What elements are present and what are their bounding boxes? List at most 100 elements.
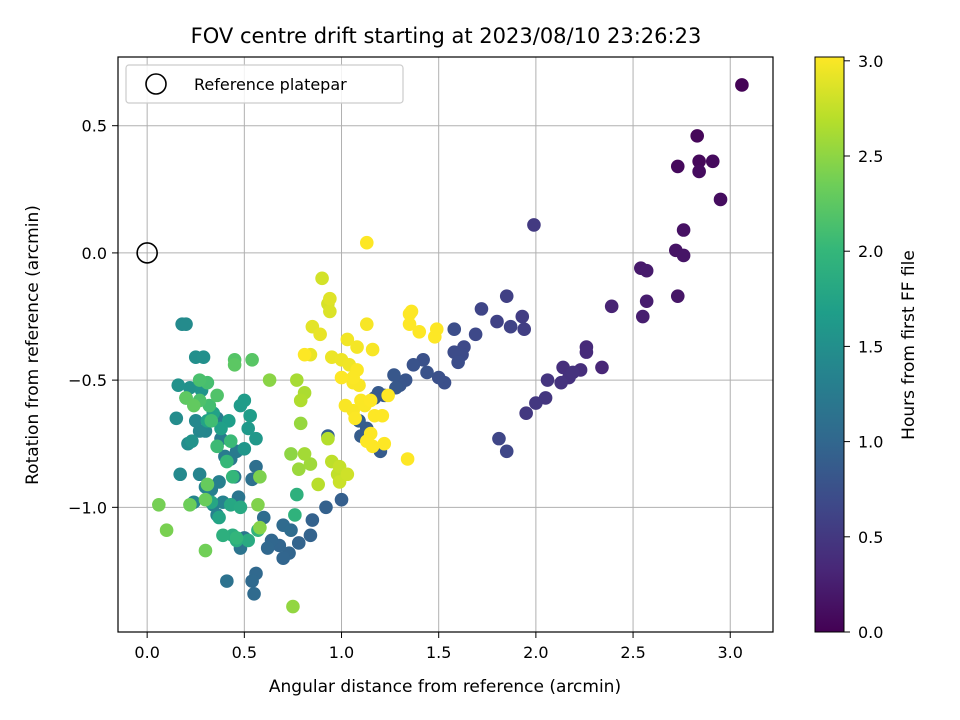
data-point: [305, 513, 320, 527]
data-point: [334, 370, 349, 385]
data-point: [354, 393, 368, 408]
data-point: [566, 365, 580, 380]
data-point: [237, 442, 252, 456]
data-point: [346, 370, 360, 385]
data-points: [152, 78, 749, 614]
data-point: [284, 523, 298, 538]
colorbar-tick-label: 2.0: [858, 242, 883, 261]
data-point: [223, 434, 238, 448]
data-point: [676, 248, 691, 263]
data-point: [639, 294, 654, 309]
data-point: [276, 551, 291, 566]
data-point: [540, 373, 555, 387]
data-point: [340, 467, 355, 482]
data-point: [196, 350, 211, 365]
y-axis-label: Rotation from reference (arcmin): [23, 205, 43, 485]
data-point: [198, 492, 213, 507]
plot-area-frame: [117, 56, 774, 633]
data-point: [692, 164, 706, 179]
x-tick-label: 2.5: [620, 643, 645, 662]
data-point: [260, 541, 275, 555]
colorbar-label: Hours from first FF file: [899, 250, 919, 440]
data-point: [212, 510, 226, 525]
data-point: [515, 309, 530, 324]
data-point: [187, 398, 201, 413]
data-point: [198, 543, 213, 558]
colorbar-tick-label: 1.0: [858, 433, 883, 452]
data-point: [319, 500, 333, 515]
grid-lines: [118, 57, 773, 632]
y-axis-ticks: 0.5 0.0 −0.5 −1.0: [68, 117, 118, 517]
data-point: [152, 497, 166, 512]
data-point: [713, 192, 728, 207]
data-point: [527, 218, 541, 232]
data-point: [241, 533, 256, 548]
data-point: [303, 457, 318, 471]
data-point: [173, 467, 187, 482]
data-point: [315, 271, 329, 286]
data-point: [220, 574, 234, 588]
colorbar: 0.0 0.5 1.0 1.5 2.0 2.5 3.0 Hours from first F…: [814, 52, 919, 642]
data-point: [381, 388, 395, 403]
data-point: [237, 393, 252, 408]
data-point: [185, 434, 199, 448]
data-point: [406, 358, 421, 372]
chart-title: FOV centre drift starting at 2023/08/10 …: [191, 24, 702, 48]
data-point: [188, 414, 203, 428]
data-point: [517, 322, 532, 337]
data-point: [169, 411, 184, 426]
x-tick-label: 3.0: [718, 643, 743, 662]
data-point: [321, 431, 335, 446]
data-point: [412, 324, 427, 339]
data-point: [245, 352, 259, 367]
data-point: [519, 406, 533, 420]
colorbar-tick-label: 3.0: [858, 52, 883, 71]
data-point: [192, 467, 207, 482]
x-axis-ticks: 0.0 0.5 1.0 1.5 2.0 2.5 3.0: [134, 632, 743, 662]
y-tick-label: 0.0: [82, 244, 107, 263]
data-point: [334, 492, 349, 507]
data-point: [490, 314, 504, 329]
data-point: [293, 416, 308, 431]
data-point: [303, 528, 318, 543]
data-point: [468, 327, 483, 342]
data-point: [670, 289, 685, 303]
colorbar-ticks: 0.0 0.5 1.0 1.5 2.0 2.5 3.0: [844, 52, 883, 642]
data-point: [400, 452, 415, 466]
data-point: [249, 431, 263, 446]
data-point: [291, 536, 306, 550]
data-point: [359, 235, 374, 250]
data-point: [639, 263, 654, 278]
colorbar-gradient: [814, 56, 845, 633]
data-point: [676, 223, 691, 237]
data-point: [690, 129, 704, 143]
data-point: [313, 327, 327, 342]
y-tick-label: 0.5: [82, 117, 107, 136]
data-point: [293, 393, 308, 408]
data-point: [284, 447, 298, 461]
data-point: [429, 322, 444, 337]
data-point: [216, 528, 230, 543]
legend: Reference platepar: [125, 64, 404, 104]
data-point: [297, 347, 312, 362]
data-point: [204, 414, 219, 428]
legend-entry-reference-platepar: Reference platepar: [194, 75, 347, 94]
colorbar-tick-label: 2.5: [858, 147, 883, 166]
data-point: [387, 368, 401, 382]
data-point: [404, 304, 419, 319]
x-tick-label: 1.0: [329, 643, 354, 662]
x-tick-label: 0.0: [134, 643, 159, 662]
data-point: [241, 421, 256, 436]
data-point: [159, 523, 174, 538]
data-point: [225, 470, 240, 484]
data-point: [210, 439, 224, 454]
data-point: [670, 159, 685, 174]
data-point: [529, 396, 543, 410]
data-point: [171, 378, 186, 393]
colorbar-tick-label: 1.5: [858, 337, 883, 356]
data-point: [492, 431, 506, 446]
data-point: [604, 299, 619, 314]
data-point: [595, 360, 609, 375]
data-point: [192, 373, 207, 387]
